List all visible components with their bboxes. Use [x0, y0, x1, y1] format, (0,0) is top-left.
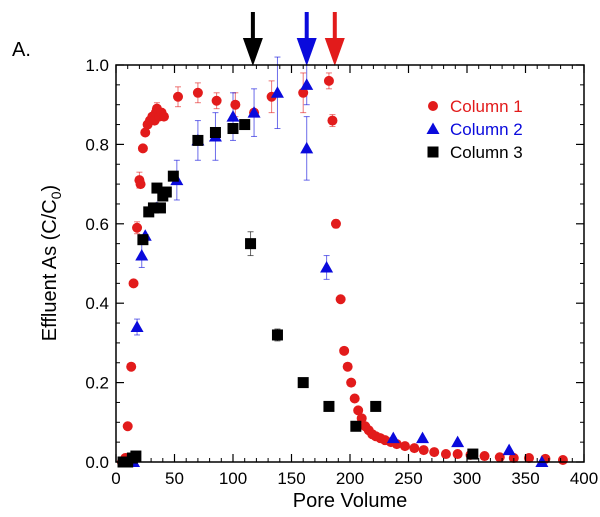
x-tick-label: 350: [511, 469, 539, 488]
x-tick-label: 100: [219, 469, 247, 488]
data-point-circle: [342, 361, 353, 372]
data-point-triangle: [300, 141, 314, 154]
data-point-circle: [128, 278, 139, 289]
x-tick-label: 400: [570, 469, 598, 488]
data-point-square: [227, 123, 239, 135]
arrow-head: [296, 38, 317, 66]
data-point-circle: [137, 143, 148, 154]
data-point-triangle: [416, 431, 430, 444]
data-point-triangle: [502, 443, 516, 456]
data-point-circle: [132, 222, 143, 233]
data-point-circle: [327, 115, 338, 126]
data-point-circle: [409, 443, 420, 454]
data-point-circle: [323, 75, 334, 86]
data-point-square: [130, 450, 142, 462]
data-point-triangle: [247, 106, 261, 118]
data-point-triangle: [386, 431, 400, 444]
legend-label: Column 3: [450, 143, 523, 162]
data-point-circle: [230, 99, 241, 110]
data-point-triangle: [226, 110, 240, 122]
data-point-square: [323, 400, 335, 412]
y-tick-label: 0.6: [85, 215, 109, 234]
data-point-circle: [494, 452, 505, 463]
legend-marker-triangle: [426, 122, 440, 134]
data-point-circle: [140, 127, 151, 138]
data-point-triangle: [135, 249, 149, 261]
arrows: [242, 12, 345, 66]
data-point-circle: [335, 294, 346, 305]
data-point-circle: [173, 91, 184, 102]
data-point-square: [154, 202, 166, 214]
legend-marker-circle: [428, 101, 438, 111]
data-point-circle: [349, 393, 360, 404]
y-tick-labels: 0.0 0.2 0.4 0.6 0.8 1.0: [85, 56, 109, 472]
data-point-triangle: [300, 78, 314, 90]
data-point-circle: [122, 421, 133, 432]
data-point-square: [245, 238, 257, 250]
data-point-square: [137, 234, 149, 246]
panel-label: A.: [12, 39, 31, 61]
data-point-circle: [399, 441, 410, 452]
data-point-square: [160, 186, 172, 198]
data-points: [116, 75, 568, 468]
legend-label: Column 2: [450, 120, 523, 139]
y-tick-label: 1.0: [85, 56, 109, 75]
legend-label: Column 1: [450, 97, 523, 116]
data-point-square: [297, 377, 309, 389]
data-point-circle: [339, 345, 350, 356]
data-point-circle: [557, 455, 568, 466]
x-tick-label: 200: [336, 469, 364, 488]
y-tick-label: 0.8: [85, 135, 109, 154]
data-point-square: [167, 170, 179, 182]
data-point-triangle: [130, 320, 144, 333]
legend-marker-square: [427, 146, 439, 158]
data-point-circle: [479, 451, 490, 462]
data-point-square: [370, 400, 382, 412]
data-point-circle: [346, 377, 357, 388]
data-point-square: [467, 448, 479, 460]
legend: Column 1 Column 2 Column 3: [426, 97, 523, 162]
data-point-square: [151, 182, 163, 194]
data-point-square: [192, 134, 204, 146]
data-point-circle: [353, 405, 364, 416]
y-axis-title-close: ): [39, 185, 61, 192]
x-tick-labels: 0 50 100 150 200 250 300 350 400: [111, 469, 598, 488]
data-point-circle: [135, 179, 146, 190]
y-axis-title-subscript: 0: [48, 191, 64, 199]
x-tick-label: 150: [277, 469, 305, 488]
data-point-square: [147, 202, 159, 214]
data-point-square: [239, 119, 251, 131]
x-tick-label: 300: [453, 469, 481, 488]
data-point-triangle: [270, 86, 284, 98]
data-point-circle: [418, 445, 429, 456]
data-point-circle: [298, 87, 309, 98]
y-axis-title: Effluent As (C/C0): [39, 185, 64, 341]
data-point-circle: [158, 111, 169, 122]
y-tick-label: 0.0: [85, 453, 109, 472]
x-tick-label: 250: [394, 469, 422, 488]
arrow-head: [242, 38, 263, 66]
y-tick-label: 0.2: [85, 374, 109, 393]
data-point-square: [350, 420, 362, 432]
data-point-square: [271, 329, 283, 341]
y-axis-title-main: Effluent As (C/C: [39, 199, 61, 341]
x-tick-label: 0: [111, 469, 120, 488]
y-tick-label: 0.4: [85, 294, 109, 313]
axis-ticks: [115, 64, 585, 463]
data-point-circle: [330, 218, 341, 229]
data-point-triangle: [451, 435, 465, 448]
data-point-circle: [452, 449, 463, 460]
data-point-circle: [126, 361, 137, 372]
data-point-circle: [440, 449, 451, 460]
data-point-circle: [429, 447, 440, 458]
x-axis-title: Pore Volume: [293, 490, 408, 512]
x-tick-label: 50: [165, 469, 184, 488]
data-point-circle: [211, 95, 222, 106]
data-point-circle: [192, 87, 203, 98]
data-point-circle: [524, 453, 535, 464]
data-point-square: [209, 126, 221, 138]
arrow-head: [324, 38, 345, 66]
data-point-triangle: [320, 260, 334, 273]
